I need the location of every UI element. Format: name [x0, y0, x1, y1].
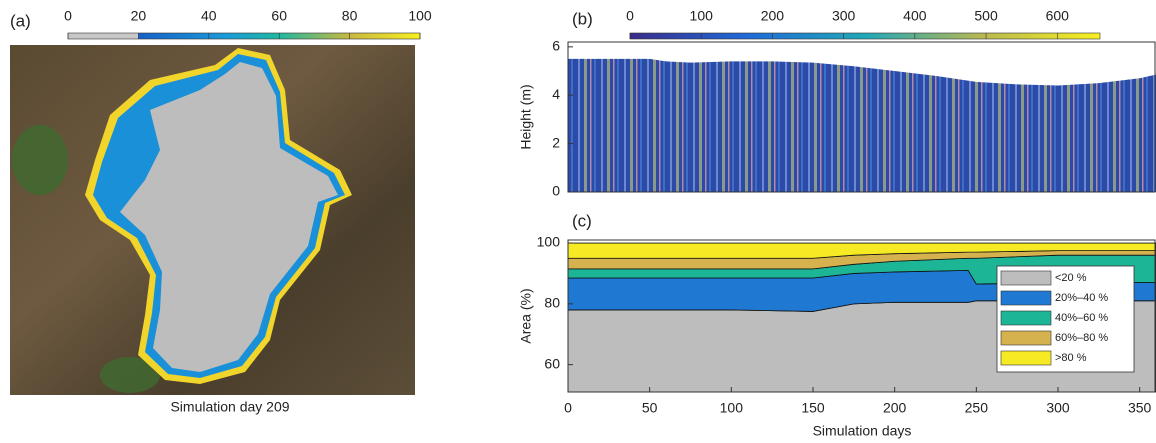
colorbar — [629, 32, 1101, 40]
y-tick-label: 6 — [552, 38, 560, 54]
colorbar-tick-label: 100 — [408, 8, 432, 24]
legend-label: >80 % — [1055, 352, 1087, 364]
colorbar — [67, 32, 421, 40]
area-segment — [567, 242, 1156, 259]
x-tick-label: 150 — [801, 400, 825, 416]
legend-swatch — [1000, 270, 1052, 286]
colorbar-tick-label: 200 — [761, 8, 785, 24]
legend-label: 40%–60 % — [1055, 312, 1108, 324]
colorbar-tick-label: 20 — [131, 8, 147, 24]
legend-swatch — [1000, 330, 1052, 346]
legend-label: <20 % — [1055, 272, 1087, 284]
lake-interior — [120, 62, 338, 372]
vegetation — [100, 357, 160, 393]
colorbar-tick-label: 300 — [832, 8, 856, 24]
colorbar-tick-label: 80 — [342, 8, 358, 24]
caption: Simulation day 209 — [170, 399, 289, 415]
y-tick-label: 80 — [544, 295, 560, 311]
colorbar-tick-label: 0 — [626, 8, 634, 24]
legend-label: 60%–80 % — [1055, 332, 1108, 344]
panel-label: (a) — [10, 11, 31, 30]
legend-swatch — [1000, 310, 1052, 326]
x-tick-label: 0 — [564, 400, 572, 416]
map-panel — [10, 45, 415, 395]
colorbar-tick-label: 0 — [64, 8, 72, 24]
vegetation — [12, 125, 68, 195]
colorbar-tick-label: 500 — [974, 8, 998, 24]
panel-label: (c) — [572, 211, 592, 230]
legend-swatch — [1000, 350, 1052, 366]
x-axis-label: Simulation days — [813, 423, 912, 439]
y-tick-label: 60 — [544, 355, 560, 371]
colorbar-tick-label: 600 — [1046, 8, 1070, 24]
y-tick-label: 4 — [552, 86, 560, 102]
y-tick-label: 0 — [552, 183, 560, 199]
y-tick-label: 2 — [552, 134, 560, 150]
colorbar-tick-label: 100 — [690, 8, 714, 24]
colorbar-tick-label: 400 — [903, 8, 927, 24]
x-tick-label: 200 — [883, 400, 907, 416]
height-area — [568, 58, 1156, 192]
x-tick-label: 50 — [642, 400, 658, 416]
panel-label: (b) — [572, 9, 593, 28]
legend-swatch — [1000, 290, 1052, 306]
x-tick-label: 350 — [1128, 400, 1152, 416]
axes-box — [567, 239, 1156, 393]
colorbar-tick-label: 60 — [271, 8, 287, 24]
y-axis-label: Area (%) — [518, 288, 534, 343]
colorbar-tick-label: 40 — [201, 8, 217, 24]
legend-label: 20%–40 % — [1055, 292, 1108, 304]
y-axis-label: Height (m) — [518, 84, 534, 149]
axes-box — [567, 41, 1156, 193]
x-tick-label: 300 — [1046, 400, 1070, 416]
x-tick-label: 250 — [965, 400, 989, 416]
x-tick-label: 100 — [720, 400, 744, 416]
y-tick-label: 100 — [537, 234, 561, 250]
